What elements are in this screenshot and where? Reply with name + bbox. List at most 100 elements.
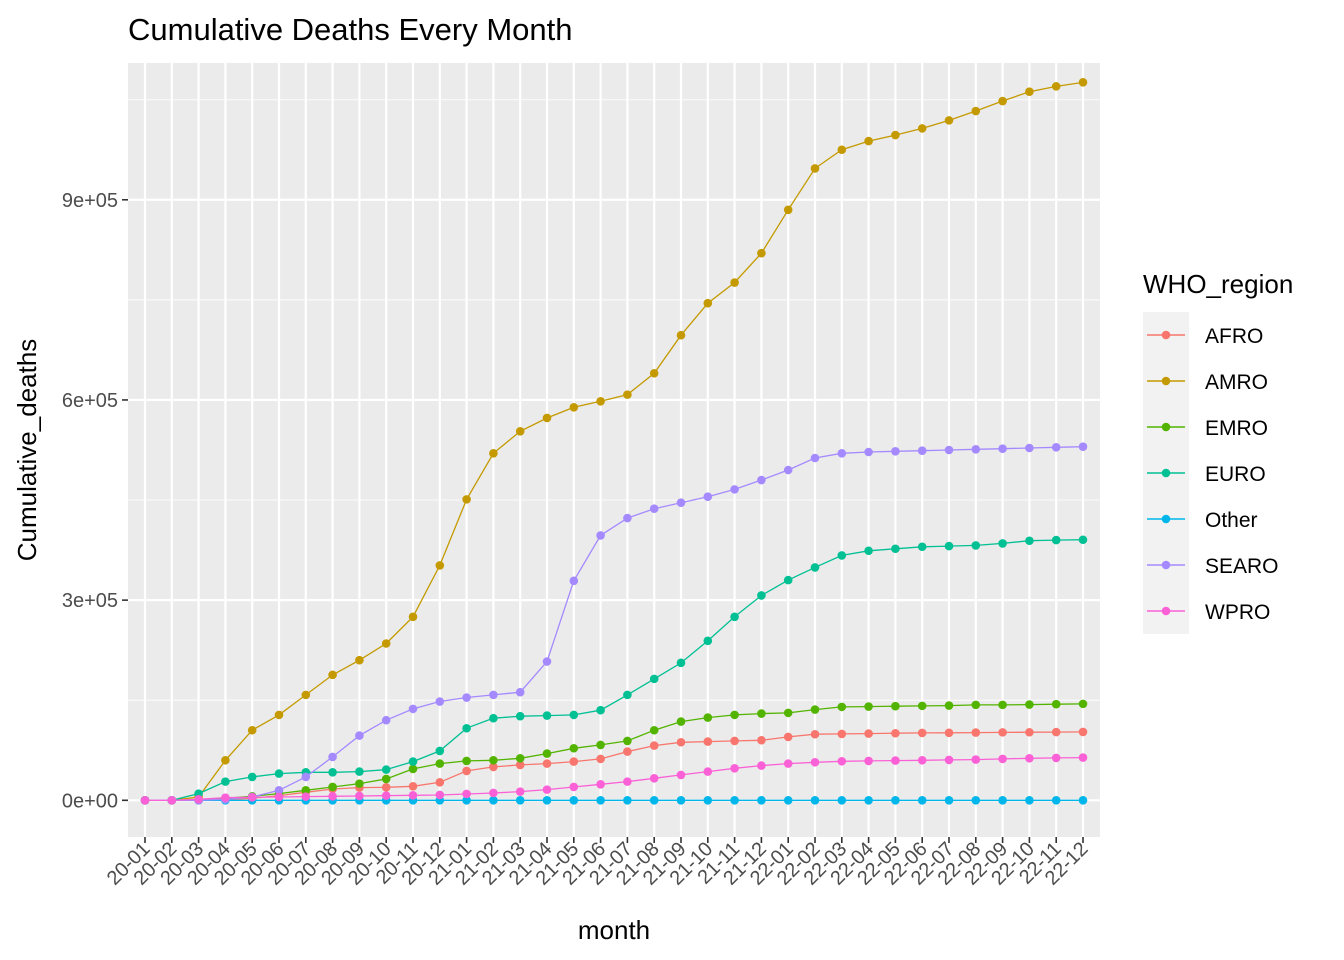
data-point — [1078, 699, 1088, 709]
data-point — [837, 702, 847, 712]
data-point — [623, 513, 632, 523]
data-point — [542, 759, 552, 768]
data-point — [301, 690, 311, 700]
data-point — [757, 591, 766, 600]
data-point — [891, 756, 900, 765]
data-point — [328, 752, 337, 762]
data-point — [676, 330, 686, 340]
legend-item-emro: EMRO — [1147, 417, 1268, 440]
data-point — [381, 782, 391, 792]
legend-key-point — [1161, 376, 1171, 386]
data-point — [730, 796, 739, 805]
legend-key-point — [1161, 606, 1171, 616]
data-point — [810, 563, 820, 572]
legend-item-wpro: WPRO — [1147, 601, 1270, 624]
data-point — [462, 495, 471, 504]
data-point — [917, 755, 927, 765]
data-point — [944, 116, 954, 125]
data-point — [221, 777, 230, 786]
data-point — [1051, 753, 1061, 763]
x-axis-ticks: 20-0120-0220-0320-0420-0520-0620-0720-08… — [103, 837, 1093, 890]
data-point — [355, 731, 364, 740]
data-point — [730, 278, 739, 287]
series-line — [145, 703, 1084, 801]
data-point — [569, 402, 579, 412]
data-point — [837, 551, 847, 560]
data-point — [783, 575, 793, 585]
data-point — [596, 740, 605, 750]
data-point — [730, 710, 739, 720]
data-point — [328, 791, 337, 801]
data-point — [596, 754, 605, 764]
data-point — [971, 541, 981, 550]
data-point — [462, 693, 471, 702]
data-point — [649, 725, 659, 735]
data-point — [757, 735, 766, 745]
data-point — [649, 504, 659, 514]
data-point — [408, 757, 418, 766]
data-point — [569, 576, 579, 586]
data-point — [1078, 753, 1088, 762]
data-point — [462, 789, 471, 799]
legend-label: EURO — [1205, 463, 1266, 486]
data-point — [515, 796, 525, 805]
data-point — [462, 756, 471, 766]
series-line — [145, 446, 1084, 801]
data-point — [381, 791, 391, 800]
data-point — [167, 796, 177, 805]
data-point — [676, 796, 686, 805]
data-point — [1078, 727, 1088, 737]
data-point — [1025, 753, 1034, 763]
legend-label: EMRO — [1205, 417, 1268, 440]
legend-key-point — [1161, 468, 1171, 478]
data-point — [864, 447, 873, 457]
y-axis-ticks: 0e+00 3e+05 6e+05 9e+05 — [62, 190, 128, 812]
data-point — [703, 713, 713, 722]
data-point — [944, 796, 954, 805]
data-point — [971, 796, 981, 805]
data-point — [649, 796, 659, 805]
data-point — [408, 764, 418, 774]
data-point — [274, 710, 284, 720]
legend-label: SEARO — [1205, 555, 1279, 578]
data-point — [703, 737, 713, 746]
series-line — [145, 81, 1084, 801]
data-point — [944, 701, 954, 710]
data-point — [435, 790, 445, 800]
data-point — [783, 759, 793, 768]
data-point — [998, 700, 1007, 710]
data-point — [810, 705, 820, 714]
data-point — [623, 390, 632, 399]
data-point — [1025, 796, 1034, 805]
series-line — [145, 756, 1084, 801]
data-point — [783, 796, 793, 805]
data-point — [1078, 535, 1088, 545]
data-point — [596, 396, 605, 406]
data-point — [1051, 699, 1061, 709]
series-lines — [140, 78, 1088, 805]
data-point — [274, 785, 284, 795]
data-point — [810, 757, 820, 767]
data-point — [864, 702, 873, 711]
data-point — [891, 130, 900, 140]
data-point — [489, 449, 498, 458]
data-point — [515, 760, 525, 770]
data-point — [542, 796, 552, 805]
data-point — [971, 755, 981, 764]
data-point — [623, 777, 632, 786]
data-point — [1051, 443, 1061, 452]
data-point — [864, 796, 873, 805]
data-point — [730, 612, 739, 622]
data-point — [274, 792, 284, 802]
data-point — [569, 782, 579, 792]
data-point — [355, 779, 364, 788]
data-point — [569, 796, 579, 805]
data-point — [676, 658, 686, 668]
data-point — [783, 205, 793, 215]
data-point — [891, 544, 900, 554]
data-point — [1078, 796, 1088, 805]
data-point — [542, 749, 552, 758]
data-point — [649, 368, 659, 378]
data-point — [542, 413, 552, 423]
legend-label: Other — [1205, 509, 1258, 532]
